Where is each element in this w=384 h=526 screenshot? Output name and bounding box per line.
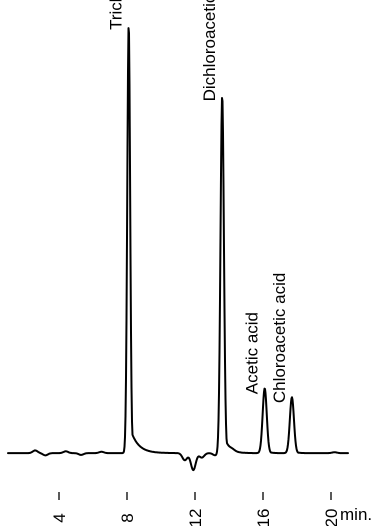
peak-label-1: Trichloroacetic acid [107,0,126,30]
x-tick-label-4: 4 [50,513,69,522]
x-axis: 4 8 12 16 20 min. [50,492,372,526]
peak-label-3: Acetic acid [243,312,262,394]
x-unit-label: min. [340,505,372,524]
x-tick-label-20: 20 [322,509,341,526]
x-tick-label-12: 12 [186,509,205,526]
x-tick-label-16: 16 [254,509,273,526]
peak-label-2: Dichloroacetic acid [200,0,219,101]
x-tick-label-8: 8 [118,513,137,522]
chromatogram-trace [7,27,349,472]
peak-label-4: Chloroacetic acid [270,273,289,403]
peak-labels: Trichloroacetic acid Dichloroacetic acid A… [107,0,289,403]
